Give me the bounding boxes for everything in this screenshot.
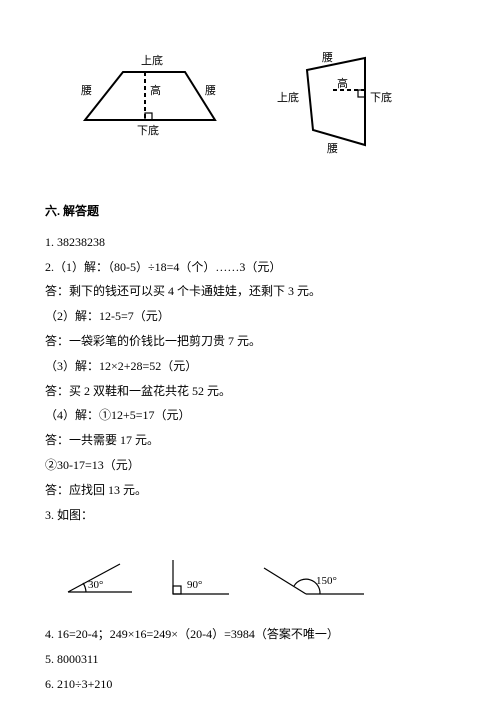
q2-3: （3）解：12×2+28=52（元） — [45, 355, 455, 378]
angle-figures: 30° 90° 150° — [60, 556, 455, 598]
a2-3: 答：买 2 双鞋和一盆花共花 52 元。 — [45, 380, 455, 403]
trap-top-label: 上底 — [141, 53, 163, 67]
angle-90: 90° — [165, 556, 235, 598]
rtrap-leg-bottom: 腰 — [327, 142, 338, 155]
angle-150: 150° — [260, 556, 370, 598]
q2-4: （4）解：①12+5=17（元） — [45, 404, 455, 427]
q4: 4. 16=20-4；249×16=249×（20-4）=3984（答案不唯一） — [45, 623, 455, 646]
q2-2: （2）解：12-5=7（元） — [45, 305, 455, 328]
rtrap-bottom-label: 下底 — [370, 90, 392, 104]
section-title: 六. 解答题 — [45, 200, 455, 223]
q5: 5. 8000311 — [45, 648, 455, 671]
a2-4b: 答：应找回 13 元。 — [45, 479, 455, 502]
q6: 6. 210÷3+210 — [45, 673, 455, 696]
a2-1: 答：剩下的钱还可以买 4 个卡通娃娃，还剩下 3 元。 — [45, 280, 455, 303]
a2-4: 答：一共需要 17 元。 — [45, 429, 455, 452]
trapezoid-figure: 上底 下底 腰 腰 高 — [75, 50, 225, 150]
rtrap-height-label: 高 — [337, 76, 348, 90]
trap-height-label: 高 — [150, 83, 161, 97]
angle-150-label: 150° — [316, 575, 337, 587]
trap-bottom-label: 下底 — [137, 123, 159, 137]
rtrap-top-label: 上底 — [277, 90, 299, 104]
angle-30: 30° — [60, 558, 140, 598]
angle-90-label: 90° — [187, 579, 202, 591]
angle-30-label: 30° — [88, 579, 103, 591]
q3: 3. 如图： — [45, 504, 455, 527]
figures-row: 上底 下底 腰 腰 高 腰 腰 上底 下底 高 — [75, 50, 455, 165]
trap-leg-right: 腰 — [205, 84, 216, 97]
a2-2: 答：一袋彩笔的价钱比一把剪刀贵 7 元。 — [45, 330, 455, 353]
trap-leg-left: 腰 — [81, 84, 92, 97]
q2-1: 2.（1）解：（80-5）÷18=4（个）……3（元） — [45, 256, 455, 279]
rtrap-leg-top: 腰 — [322, 51, 333, 64]
right-trapezoid-figure: 腰 腰 上底 下底 高 — [265, 50, 395, 165]
q1: 1. 38238238 — [45, 231, 455, 254]
q2-4b: ②30-17=13（元） — [45, 454, 455, 477]
